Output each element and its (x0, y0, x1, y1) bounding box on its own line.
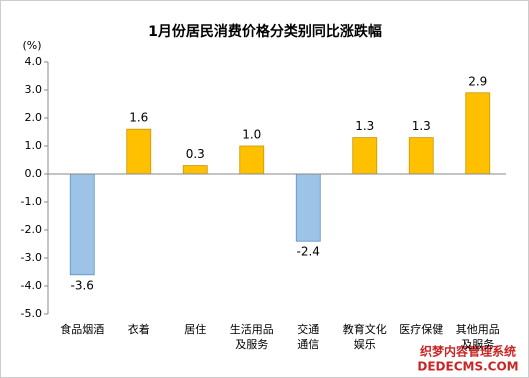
bar (352, 137, 378, 175)
value-label: -2.4 (297, 245, 320, 259)
y-tick-label: 4.0 (25, 55, 43, 68)
y-tick-label: -3.0 (21, 251, 42, 264)
x-tick-label: 其他用品及服务 (456, 323, 500, 351)
watermark: 织梦内容管理系统 (420, 344, 516, 359)
y-tick-label: 3.0 (25, 83, 43, 96)
y-tick-label: 2.0 (25, 111, 43, 124)
y-tick-label: -2.0 (21, 223, 42, 236)
bar (126, 128, 152, 175)
y-tick-label: -5.0 (21, 307, 42, 320)
bar (408, 137, 434, 175)
bar (182, 165, 208, 175)
x-tick-label: 生活用品及服务 (230, 322, 274, 351)
x-tick-label: 居住 (184, 322, 206, 336)
value-label: 1.3 (412, 119, 431, 133)
x-tick-label: 医疗保健 (399, 322, 443, 336)
x-tick-label: 衣着 (128, 322, 150, 336)
y-tick-label: -4.0 (21, 279, 42, 292)
bar (295, 173, 321, 242)
value-label: 2.9 (468, 74, 487, 88)
value-label: 1.3 (355, 119, 374, 133)
bar (69, 173, 95, 276)
value-label: 1.6 (129, 111, 148, 125)
bar (465, 92, 491, 175)
watermark: DEDECMS.COM (417, 360, 518, 374)
bar (239, 145, 265, 175)
x-tick-label: 食品烟酒 (60, 322, 104, 336)
x-tick-label: 教育文化娱乐 (343, 322, 387, 351)
y-tick-label: 1.0 (25, 139, 43, 152)
y-tick-label: -1.0 (21, 195, 42, 208)
value-label: 1.0 (242, 128, 261, 142)
value-label: -3.6 (71, 278, 94, 292)
chart-title: 1月份居民消费价格分类别同比涨跌幅 (148, 23, 382, 40)
y-tick-label: 0.0 (25, 167, 43, 180)
x-tick-label: 交通通信 (297, 322, 319, 351)
y-unit: (%) (22, 39, 41, 52)
value-label: 0.3 (186, 147, 205, 161)
